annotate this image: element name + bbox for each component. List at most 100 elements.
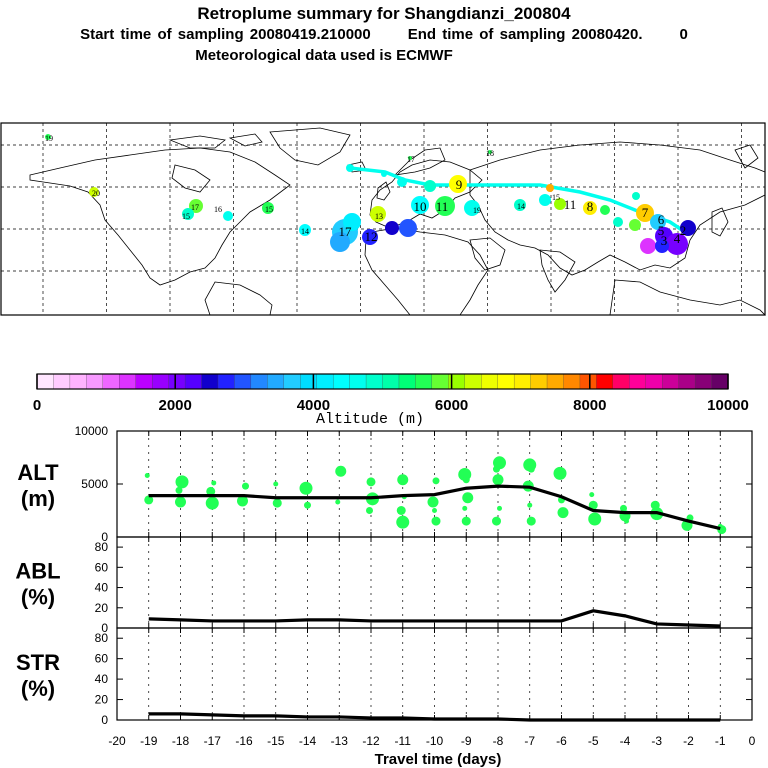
colorbar-cell bbox=[250, 373, 268, 390]
altitude-cluster-point bbox=[492, 474, 504, 486]
trajectory-marker bbox=[613, 217, 623, 227]
altitude-cluster-point bbox=[462, 476, 470, 484]
colorbar-cell bbox=[201, 373, 219, 390]
trajectory-marker bbox=[223, 211, 233, 221]
panel-str: 0 20 40 60 80 STR(%) bbox=[16, 627, 753, 727]
panel-ylabel-unit: (m) bbox=[21, 486, 55, 511]
panel-y-tick-label: 40 bbox=[95, 581, 109, 595]
altitude-cluster-point bbox=[144, 473, 150, 479]
colorbar-tick-label: 0 bbox=[33, 397, 41, 414]
colorbar-cell bbox=[530, 373, 548, 390]
x-tick-label: -11 bbox=[395, 734, 412, 748]
trajectory-day-label: 19 bbox=[473, 206, 481, 215]
altitude-cluster-point bbox=[211, 480, 217, 486]
x-tick-label: -5 bbox=[588, 734, 599, 748]
trajectory-day-label: 11 bbox=[436, 199, 449, 214]
colorbar-cell bbox=[102, 373, 120, 390]
x-tick-label: -16 bbox=[235, 734, 253, 748]
altitude-cluster-point bbox=[624, 518, 629, 524]
colorbar-cell bbox=[217, 373, 235, 390]
trajectory-day-label: 12 bbox=[365, 229, 378, 244]
time-series-panels: 0500010000ALT(m)020406080ABL(%)020406080… bbox=[15, 424, 755, 768]
sampling-times: Start time of sampling 20080419.210000 E… bbox=[0, 26, 768, 43]
trajectory-marker bbox=[640, 238, 656, 254]
altitude-cluster-point bbox=[299, 481, 313, 495]
start-time-label: Start time of sampling 20080419.210000 bbox=[80, 26, 371, 43]
altitude-cluster-point bbox=[335, 465, 347, 477]
altitude-cluster-point bbox=[526, 516, 536, 526]
altitude-cluster-point bbox=[144, 495, 154, 505]
trajectory-marker bbox=[666, 233, 688, 255]
panel-y-tick-label: 10000 bbox=[75, 424, 109, 438]
coast-arabia bbox=[469, 237, 506, 271]
coast-scandinavia bbox=[393, 147, 446, 176]
x-tick-label: -19 bbox=[140, 734, 158, 748]
altitude-cluster-point bbox=[589, 492, 595, 498]
colorbar-cell bbox=[629, 373, 647, 390]
altitude-cluster-point bbox=[493, 465, 500, 473]
altitude-cluster-point bbox=[588, 500, 598, 510]
colorbar-label: Altitude (m) bbox=[316, 411, 424, 428]
colorbar-cell bbox=[234, 373, 252, 390]
panel-y-tick-label: 20 bbox=[95, 693, 109, 707]
altitude-cluster-point bbox=[335, 499, 341, 505]
colorbar-tick-label: 10000 bbox=[707, 397, 749, 414]
colorbar-cell bbox=[36, 373, 55, 390]
altitude-cluster-point bbox=[431, 516, 441, 526]
panel-ylabel-unit: (%) bbox=[21, 585, 55, 610]
x-tick-label: -12 bbox=[362, 734, 380, 748]
x-tick-label: -15 bbox=[267, 734, 285, 748]
trajectory-marker bbox=[435, 196, 455, 216]
trajectory-day-label: 15 bbox=[552, 193, 560, 202]
colorbar-cell bbox=[135, 373, 153, 390]
colorbar-cell bbox=[365, 373, 384, 390]
altitude-cluster-point bbox=[461, 516, 471, 526]
colorbar-cell bbox=[711, 373, 729, 390]
coast-africa bbox=[364, 227, 489, 316]
panel-series-line bbox=[148, 609, 721, 628]
colorbar-cell bbox=[168, 373, 186, 390]
panel-abl: 0 20 40 60 80 ABL(%) bbox=[15, 536, 753, 635]
colorbar-cell bbox=[398, 373, 416, 390]
panel-y-tick-label: 60 bbox=[95, 652, 109, 666]
coast-japan bbox=[711, 207, 729, 237]
coast-hudson bbox=[171, 164, 211, 193]
altitude-cluster-point bbox=[205, 496, 219, 510]
colorbar-cell bbox=[481, 373, 499, 390]
altitude-cluster-point bbox=[432, 508, 437, 513]
colorbar-cell bbox=[300, 373, 318, 390]
trajectory-marker bbox=[299, 224, 311, 236]
panel-ylabel: ABL bbox=[15, 559, 60, 584]
trajectory-day-label: 17 bbox=[407, 155, 415, 164]
panel-ylabel-unit: (%) bbox=[21, 676, 55, 701]
colorbar-cell bbox=[69, 373, 87, 390]
trajectory-marker bbox=[449, 175, 467, 193]
colorbar-tick-label: 6000 bbox=[435, 397, 468, 414]
trajectory-marker bbox=[385, 221, 399, 235]
colorbar-cell bbox=[431, 373, 449, 390]
trajectory-labels: 19 18 17 20 17 16 15 15 14 17 13 12 10 11 9 19 14 15 11 8 7 6… bbox=[45, 134, 686, 248]
trajectory-marker bbox=[655, 239, 669, 253]
trajectory-day-label: 20 bbox=[92, 189, 100, 198]
altitude-cluster-point bbox=[396, 515, 410, 529]
altitude-cluster-point bbox=[396, 506, 406, 515]
altitude-cluster-point bbox=[237, 495, 248, 507]
altitude-cluster-point bbox=[427, 496, 439, 508]
x-tick-label: -14 bbox=[299, 734, 317, 748]
trajectory-day-label: 4 bbox=[674, 231, 681, 246]
trajectory-marker bbox=[632, 192, 640, 200]
colorbar-cell bbox=[694, 373, 713, 390]
x-tick-label: -9 bbox=[461, 734, 472, 748]
trajectory-marker bbox=[629, 219, 641, 231]
trajectory-marker bbox=[411, 196, 429, 214]
altitude-cluster-point bbox=[206, 486, 216, 496]
altitude-cluster-point bbox=[462, 505, 468, 511]
x-tick-label: -1 bbox=[715, 734, 726, 748]
x-tick-label: -17 bbox=[204, 734, 222, 748]
altitude-cluster-point bbox=[304, 501, 311, 509]
x-tick-label: -7 bbox=[524, 734, 535, 748]
trajectory-marker bbox=[397, 177, 407, 187]
altitude-cluster-point bbox=[366, 507, 373, 514]
colorbar-cell bbox=[563, 373, 581, 390]
trajectory-marker bbox=[182, 208, 194, 220]
